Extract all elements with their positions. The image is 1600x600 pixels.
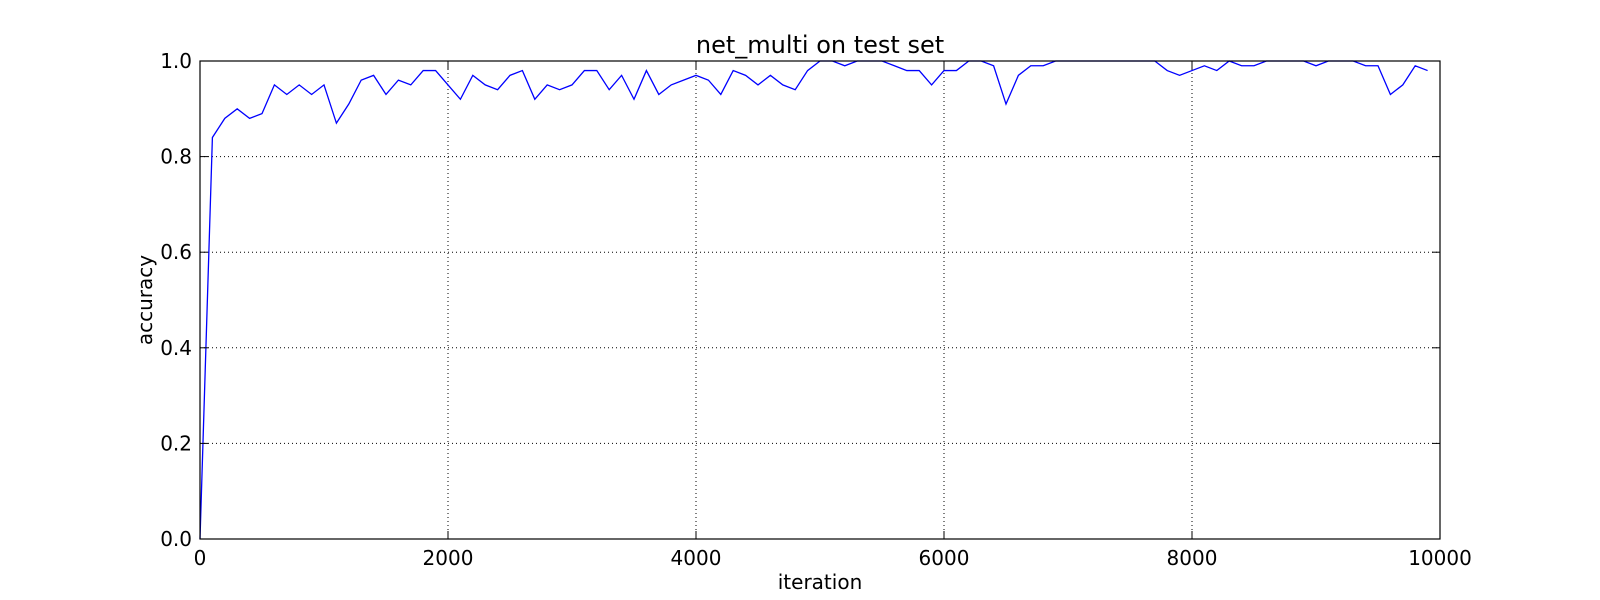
chart-title: net_multi on test set bbox=[696, 31, 944, 59]
x-axis-label: iteration bbox=[778, 570, 863, 594]
x-tick-label: 2000 bbox=[423, 546, 474, 570]
y-axis-label: accuracy bbox=[133, 255, 157, 345]
accuracy-series-line bbox=[199, 60, 1428, 540]
tick-labels: 0 2000 4000 6000 8000 10000 0.0 0.2 0.4 0.6 0.8 1.0 bbox=[160, 49, 1472, 570]
y-tick-label: 0.2 bbox=[160, 431, 192, 455]
series-layer bbox=[199, 60, 1428, 540]
plot-frame bbox=[199, 60, 1441, 540]
x-tick-label: 4000 bbox=[671, 546, 722, 570]
x-tick-label: 10000 bbox=[1408, 546, 1472, 570]
y-tick-label: 1.0 bbox=[160, 49, 192, 73]
x-tick-label: 6000 bbox=[919, 546, 970, 570]
y-tick-label: 0.6 bbox=[160, 240, 192, 264]
y-tick-label: 0.8 bbox=[160, 145, 192, 169]
x-tick-label: 8000 bbox=[1167, 546, 1218, 570]
tick-marks bbox=[199, 60, 1441, 540]
grid-lines bbox=[200, 61, 1440, 539]
y-tick-label: 0.4 bbox=[160, 336, 192, 360]
x-tick-label: 0 bbox=[194, 546, 207, 570]
y-tick-label: 0.0 bbox=[160, 527, 192, 551]
